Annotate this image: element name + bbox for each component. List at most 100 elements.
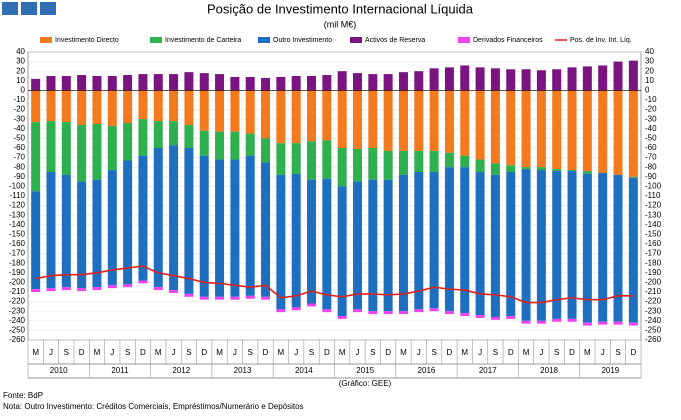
bar: [352, 309, 362, 313]
bar: [414, 90, 424, 151]
x-tick-label: J: [355, 348, 359, 357]
y2-tick-label: -80: [645, 162, 657, 171]
bar: [490, 90, 500, 164]
bar: [169, 74, 179, 91]
bar: [613, 321, 623, 325]
x-tick-label: J: [417, 348, 421, 357]
bar: [398, 174, 408, 312]
bar: [215, 159, 225, 297]
bar: [567, 171, 577, 319]
bar: [107, 170, 117, 286]
x-tick-label: S: [554, 348, 559, 357]
y2-tick-label: -100: [645, 182, 662, 191]
y2-tick-label: -190: [645, 268, 662, 277]
bar: [429, 150, 439, 172]
bar: [245, 90, 255, 134]
note: Nota: Outro Investimento: Créditos Comer…: [3, 402, 304, 411]
bar: [215, 131, 225, 160]
x-tick-label: M: [523, 348, 530, 357]
x-tick-label: M: [94, 348, 101, 357]
bar: [598, 172, 608, 322]
bar: [276, 76, 286, 91]
bar: [506, 165, 516, 172]
y2-tick-label: -180: [645, 258, 662, 267]
legend-swatch: [150, 37, 162, 43]
y-tick-label: -150: [9, 230, 26, 239]
bar: [31, 289, 41, 292]
bar: [92, 179, 102, 288]
x-tick-label: D: [263, 348, 269, 357]
bar: [169, 145, 179, 291]
y2-tick-label: -140: [645, 220, 662, 229]
legend-label: Outro Investimento: [273, 37, 332, 44]
bar: [107, 76, 117, 91]
y-tick-label: -250: [9, 326, 26, 335]
bar: [307, 76, 317, 91]
bar: [276, 309, 286, 313]
bar: [490, 316, 500, 320]
bar: [383, 311, 393, 315]
y-tick-label: -20: [13, 105, 25, 114]
bar: [475, 159, 485, 172]
bar: [337, 186, 347, 316]
year-label: 2019: [601, 366, 619, 375]
bar: [521, 320, 531, 324]
bar: [460, 155, 470, 168]
legend-label: Investimento de Carteira: [165, 37, 241, 44]
bar: [184, 124, 194, 148]
legend-label: Pos. de Inv. Int. Líq.: [570, 37, 632, 44]
bar: [92, 76, 102, 91]
bar: [77, 181, 87, 289]
x-tick-label: S: [248, 348, 253, 357]
legend-swatch: [458, 37, 470, 43]
bar: [322, 140, 332, 179]
bar: [261, 77, 271, 91]
legend-label: Derivados Financeiros: [473, 37, 543, 44]
y2-tick-label: 30: [645, 57, 654, 66]
bar: [613, 90, 623, 175]
bar: [307, 90, 317, 142]
x-tick-label: J: [233, 348, 237, 357]
bar: [245, 76, 255, 91]
bar: [123, 75, 133, 91]
bar: [307, 303, 317, 307]
bar: [230, 159, 240, 297]
year-label: 2017: [479, 366, 497, 375]
bar: [61, 122, 71, 175]
year-label: 2016: [418, 366, 436, 375]
y-tick-label: -50: [13, 134, 25, 143]
bar: [475, 67, 485, 91]
bar: [184, 90, 194, 125]
year-label: 2015: [356, 366, 374, 375]
x-tick-label: M: [584, 348, 591, 357]
bar: [199, 296, 209, 300]
bar: [628, 322, 638, 326]
y2-tick-label: -40: [645, 124, 657, 133]
x-tick-label: D: [508, 348, 514, 357]
bar: [536, 70, 546, 91]
y-tick-label: -160: [9, 239, 26, 248]
bar: [414, 172, 424, 310]
bar: [153, 148, 163, 288]
x-tick-label: D: [140, 348, 146, 357]
bar: [92, 124, 102, 180]
bar: [184, 72, 194, 91]
bar: [77, 124, 87, 182]
bar: [506, 90, 516, 166]
bar: [291, 307, 301, 311]
x-tick-label: D: [630, 348, 636, 357]
x-tick-label: M: [155, 348, 162, 357]
y-tick-label: -260: [9, 335, 26, 344]
bar: [215, 296, 225, 300]
bar: [291, 90, 301, 144]
x-tick-label: S: [125, 348, 130, 357]
x-tick-label: D: [447, 348, 453, 357]
bar: [261, 90, 271, 139]
bar: [123, 284, 133, 288]
bar: [582, 322, 592, 326]
bar: [490, 163, 500, 175]
bar: [261, 162, 271, 297]
y-tick-label: -170: [9, 249, 26, 258]
y2-tick-label: -200: [645, 278, 662, 287]
bar: [153, 90, 163, 122]
